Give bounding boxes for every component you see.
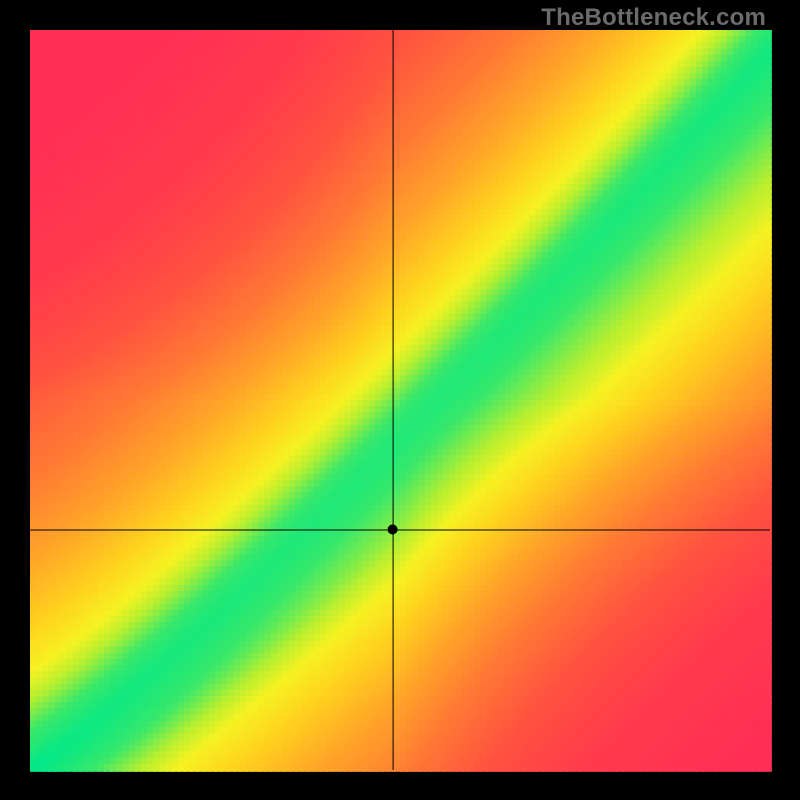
bottleneck-heatmap [0, 0, 800, 800]
watermark-label: TheBottleneck.com [541, 4, 766, 32]
chart-container: TheBottleneck.com [0, 0, 800, 800]
